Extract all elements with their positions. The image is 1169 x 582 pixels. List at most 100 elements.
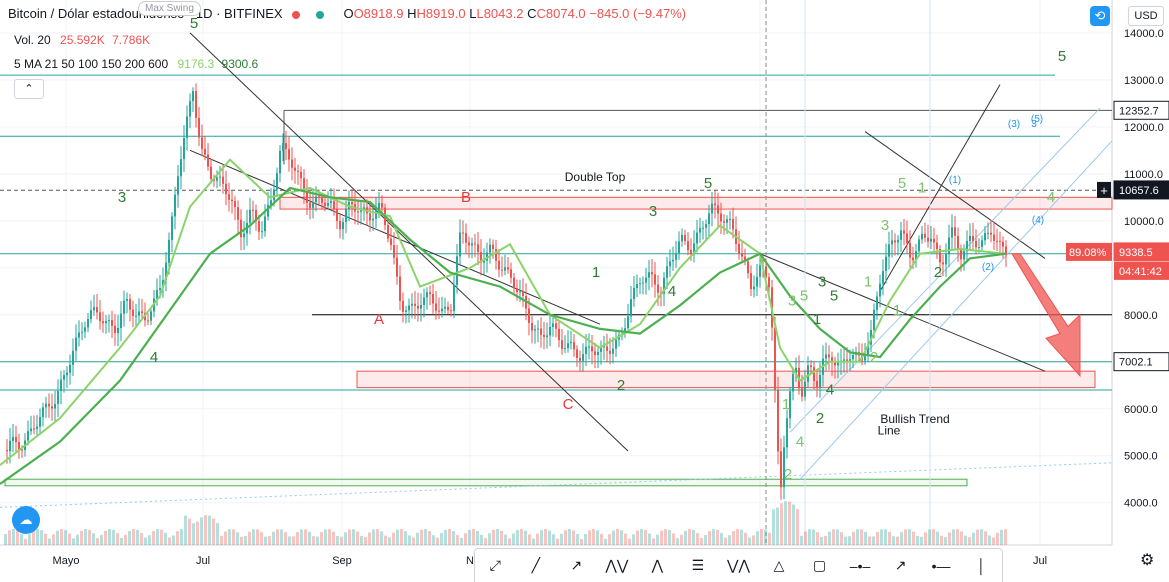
tradingview-logo-icon[interactable]: ☁: [12, 506, 40, 534]
volume-bar: [928, 529, 931, 545]
volume-bar: [264, 536, 267, 545]
compare-icon[interactable]: ⟲: [1090, 6, 1110, 26]
volume-bar: [472, 529, 475, 545]
trend-channel-line: [189, 32, 629, 452]
currency-button[interactable]: USD: [1128, 6, 1164, 26]
candle-body: [936, 242, 938, 250]
wave-label: 5: [898, 175, 906, 192]
hline-icon[interactable]: –•–: [849, 557, 871, 574]
collapse-legend-button[interactable]: ⌃: [14, 79, 44, 99]
candle-body: [273, 189, 275, 201]
bottom-zone: [4, 478, 968, 487]
candle-body: [51, 406, 53, 409]
volume-bar: [636, 530, 639, 545]
candle-body: [645, 277, 647, 283]
elliott-abc-icon[interactable]: ⋀: [651, 557, 664, 573]
candle-body: [222, 176, 224, 184]
candle-body: [522, 291, 524, 297]
subwave-label: (1): [949, 175, 961, 186]
wave-label: 3: [118, 189, 126, 206]
candle-body: [753, 286, 755, 290]
vertical-line-icon[interactable]: │: [977, 557, 987, 574]
arrow-icon[interactable]: ↗: [894, 557, 907, 573]
candle-body: [48, 403, 50, 407]
candle-body: [819, 374, 821, 388]
ray-icon[interactable]: ↗: [570, 557, 583, 573]
line-icon[interactable]: ╱: [531, 557, 541, 573]
candle-body: [219, 176, 221, 178]
settings-gear-icon[interactable]: ⚙: [1140, 552, 1155, 569]
candle-body: [363, 207, 365, 209]
candle-body: [726, 219, 728, 223]
volume-bar: [940, 535, 943, 545]
candle-body: [93, 307, 95, 311]
candle-body: [417, 305, 419, 309]
volume-bar: [220, 535, 223, 545]
volume-bar: [380, 531, 383, 545]
volume-bar: [900, 532, 903, 545]
candle-body: [285, 143, 287, 150]
volume-bar: [224, 531, 227, 545]
volume-bar: [144, 537, 147, 545]
candle-body: [627, 316, 629, 329]
volume-bar: [72, 538, 75, 545]
ma-legend[interactable]: 5 MA 21 50 100 150 200 600 9176.3 9300.6: [14, 57, 258, 71]
wave-label: 5: [704, 175, 712, 192]
volume-bar: [160, 529, 163, 545]
volume-bar: [936, 531, 939, 545]
candle-body: [588, 346, 590, 348]
volume-bar: [484, 538, 487, 545]
candle-body: [996, 240, 998, 242]
candle-body: [504, 267, 506, 271]
volume-bar: [336, 536, 339, 545]
volume-bar: [608, 534, 611, 545]
wave-label: 1: [592, 264, 600, 281]
volume-legend[interactable]: Vol. 20 25.592K 7.786K: [14, 33, 150, 47]
chart-header: Bitcoin / Dólar estadounidense · 1D · BI…: [8, 6, 686, 21]
volume-bar: [876, 531, 879, 545]
candle-body: [129, 299, 131, 310]
candle-body: [243, 233, 245, 238]
elliott-15-icon[interactable]: ⋀⋁: [605, 557, 629, 573]
add-alert-icon: +: [1100, 183, 1108, 198]
candle-body: [786, 418, 788, 448]
ma-slow-line: [0, 186, 1007, 485]
volume-bar: [724, 537, 727, 545]
candle-body: [345, 209, 347, 222]
volume-bar: [796, 509, 799, 545]
volume-bar: [268, 536, 271, 545]
x-tick-label: Sep: [332, 555, 352, 567]
horizontal-ray-icon[interactable]: •—: [931, 557, 951, 574]
volume-bar: [632, 534, 635, 545]
candle-body: [483, 260, 485, 263]
candle-body: [750, 273, 752, 290]
trend-tool-icon[interactable]: ⤢: [489, 557, 501, 573]
candle-body: [828, 354, 830, 358]
candle-body: [324, 202, 326, 206]
wave-label: 4: [826, 382, 834, 399]
rectangle-icon[interactable]: ▢: [812, 557, 827, 573]
volume-bar: [524, 530, 527, 545]
volume-bar: [228, 529, 231, 545]
candle-body: [87, 318, 89, 328]
candle-body: [63, 375, 65, 380]
candle-body: [120, 313, 122, 328]
candle-body: [114, 325, 116, 334]
volume-bar: [12, 529, 15, 545]
volume-bar: [892, 536, 895, 545]
candle-body: [954, 227, 956, 236]
elliott-abcde-icon[interactable]: ⋁⋀: [726, 557, 750, 573]
candle-body: [744, 256, 746, 262]
candle-body: [846, 359, 848, 362]
triangle-icon[interactable]: △: [773, 557, 785, 573]
fib-icon[interactable]: ☰: [691, 557, 705, 573]
candle-body: [501, 269, 503, 271]
volume-bar: [212, 518, 215, 545]
volume-bar: [672, 533, 675, 545]
volume-bar: [944, 537, 947, 545]
volume-bar: [452, 530, 455, 545]
candle-body: [36, 426, 38, 430]
candle-body: [330, 201, 332, 203]
candle-body: [687, 241, 689, 251]
